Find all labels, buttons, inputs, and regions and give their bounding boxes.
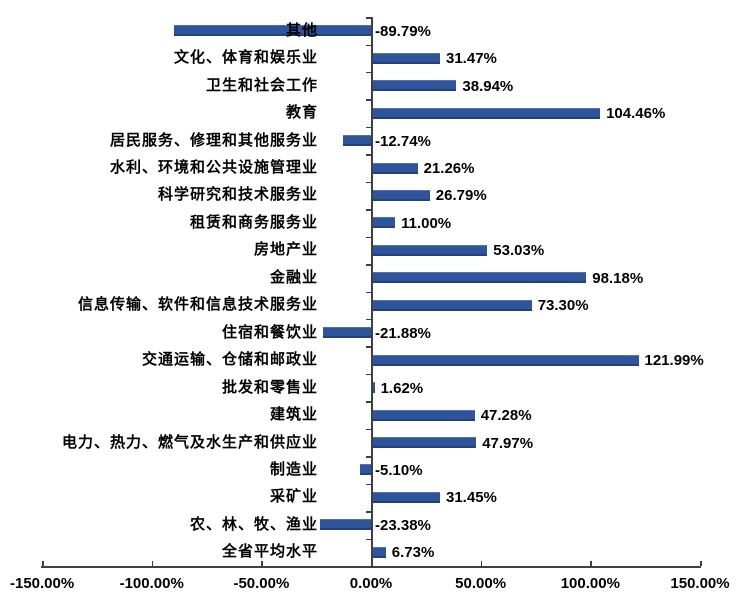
- bar: [359, 464, 371, 476]
- value-axis-tick-label: 0.00%: [349, 575, 393, 592]
- category-axis-tick: [366, 538, 371, 540]
- category-axis-tick: [366, 291, 371, 293]
- value-label: -5.10%: [375, 461, 423, 479]
- category-label: 信息传输、软件和信息技术服务业: [77, 296, 318, 314]
- bar: [323, 327, 371, 339]
- bar: [174, 25, 371, 37]
- value-label: 26.79%: [435, 187, 487, 205]
- value-label: 121.99%: [644, 352, 704, 370]
- value-label: 31.47%: [446, 50, 497, 68]
- value-label: -12.74%: [375, 132, 431, 150]
- category-axis-tick: [366, 209, 371, 211]
- category-axis-tick: [366, 346, 371, 348]
- value-label: 47.28%: [480, 407, 532, 424]
- value-axis-tick-label: 100.00%: [560, 575, 620, 592]
- category-axis-tick: [366, 236, 371, 239]
- category-label: 居民服务、修理和其他服务业: [109, 131, 318, 149]
- value-label: 11.00%: [401, 214, 452, 232]
- category-label: 批发和零售业: [221, 378, 318, 396]
- category-axis-tick: [366, 17, 371, 19]
- category-axis-tick: [366, 44, 371, 46]
- category-label: 交通运输、仓储和邮政业: [141, 351, 318, 369]
- category-axis-tick: [366, 428, 371, 431]
- category-axis-tick: [366, 373, 371, 376]
- value-label: 73.30%: [537, 297, 589, 315]
- category-label: 制造业: [269, 460, 318, 478]
- value-axis-tick: [700, 561, 702, 566]
- value-axis-tick: [590, 561, 592, 566]
- bar: [371, 272, 587, 284]
- bar: [371, 299, 532, 311]
- value-axis-tick-label: 150.00%: [670, 575, 730, 592]
- category-axis-tick: [366, 126, 371, 129]
- value-axis-tick-label: -50.00%: [233, 575, 290, 592]
- category-label: 教育: [285, 104, 318, 122]
- value-label: 98.18%: [592, 269, 644, 287]
- category-label: 建筑业: [269, 406, 318, 423]
- bar: [371, 217, 396, 229]
- category-axis-tick: [366, 181, 371, 184]
- bar: [371, 546, 386, 558]
- bar: [371, 437, 477, 448]
- value-label: -21.88%: [375, 324, 431, 342]
- category-label: 采矿业: [269, 488, 318, 506]
- value-axis-line: [41, 566, 701, 568]
- value-label: 47.97%: [482, 434, 534, 452]
- category-axis-tick: [366, 483, 371, 486]
- category-axis-tick: [366, 456, 371, 458]
- category-label: 水利、环境和公共设施管理业: [109, 159, 318, 176]
- category-label: 住宿和餐饮业: [221, 323, 318, 341]
- category-label: 其他: [285, 21, 318, 39]
- bar: [319, 519, 371, 531]
- category-label: 金融业: [269, 268, 318, 286]
- value-label: 21.26%: [423, 160, 475, 177]
- category-axis-tick: [366, 511, 371, 513]
- category-axis-tick: [366, 264, 371, 266]
- value-axis-tick: [42, 561, 44, 566]
- category-axis-tick: [366, 401, 371, 403]
- category-label: 全省平均水平: [221, 543, 318, 561]
- value-label: 104.46%: [606, 105, 666, 123]
- category-axis-line: [371, 17, 373, 566]
- value-axis-tick-label: -150.00%: [9, 575, 75, 592]
- bar: [371, 52, 440, 64]
- bar: [371, 382, 375, 394]
- value-axis-tick-label: -100.00%: [119, 575, 184, 592]
- value-label: 53.03%: [493, 242, 545, 260]
- bar: [371, 107, 601, 119]
- value-label: 6.73%: [391, 544, 435, 562]
- value-axis-tick: [480, 561, 483, 566]
- value-label: -23.38%: [375, 516, 431, 534]
- category-axis-tick: [366, 154, 371, 156]
- category-label: 卫生和社会工作: [205, 76, 318, 94]
- category-label: 房地产业: [253, 241, 318, 259]
- category-label: 科学研究和技术服务业: [157, 186, 318, 204]
- category-axis-tick: [366, 99, 371, 101]
- category-label: 文化、体育和娱乐业: [173, 49, 318, 67]
- value-label: -89.79%: [375, 22, 431, 40]
- bar: [371, 491, 440, 503]
- value-label: 1.62%: [380, 379, 424, 397]
- bar: [343, 135, 371, 146]
- bar: [371, 162, 418, 174]
- category-axis-tick: [366, 318, 371, 321]
- category-label: 租赁和商务服务业: [189, 213, 318, 231]
- value-axis-tick: [151, 561, 154, 566]
- category-axis-tick: [366, 71, 371, 74]
- value-axis-tick: [371, 561, 373, 566]
- bar: [371, 409, 475, 421]
- value-label: 38.94%: [462, 77, 514, 95]
- value-label: 31.45%: [446, 489, 497, 507]
- bar: [371, 80, 457, 92]
- bar: [371, 354, 639, 366]
- bar: [371, 244, 488, 256]
- bar: [371, 189, 430, 201]
- value-axis-tick: [261, 561, 263, 566]
- value-axis-tick-label: 50.00%: [455, 575, 507, 592]
- category-label: 农、林、牧、渔业: [189, 515, 318, 533]
- category-label: 电力、热力、燃气及水生产和供应业: [61, 433, 318, 451]
